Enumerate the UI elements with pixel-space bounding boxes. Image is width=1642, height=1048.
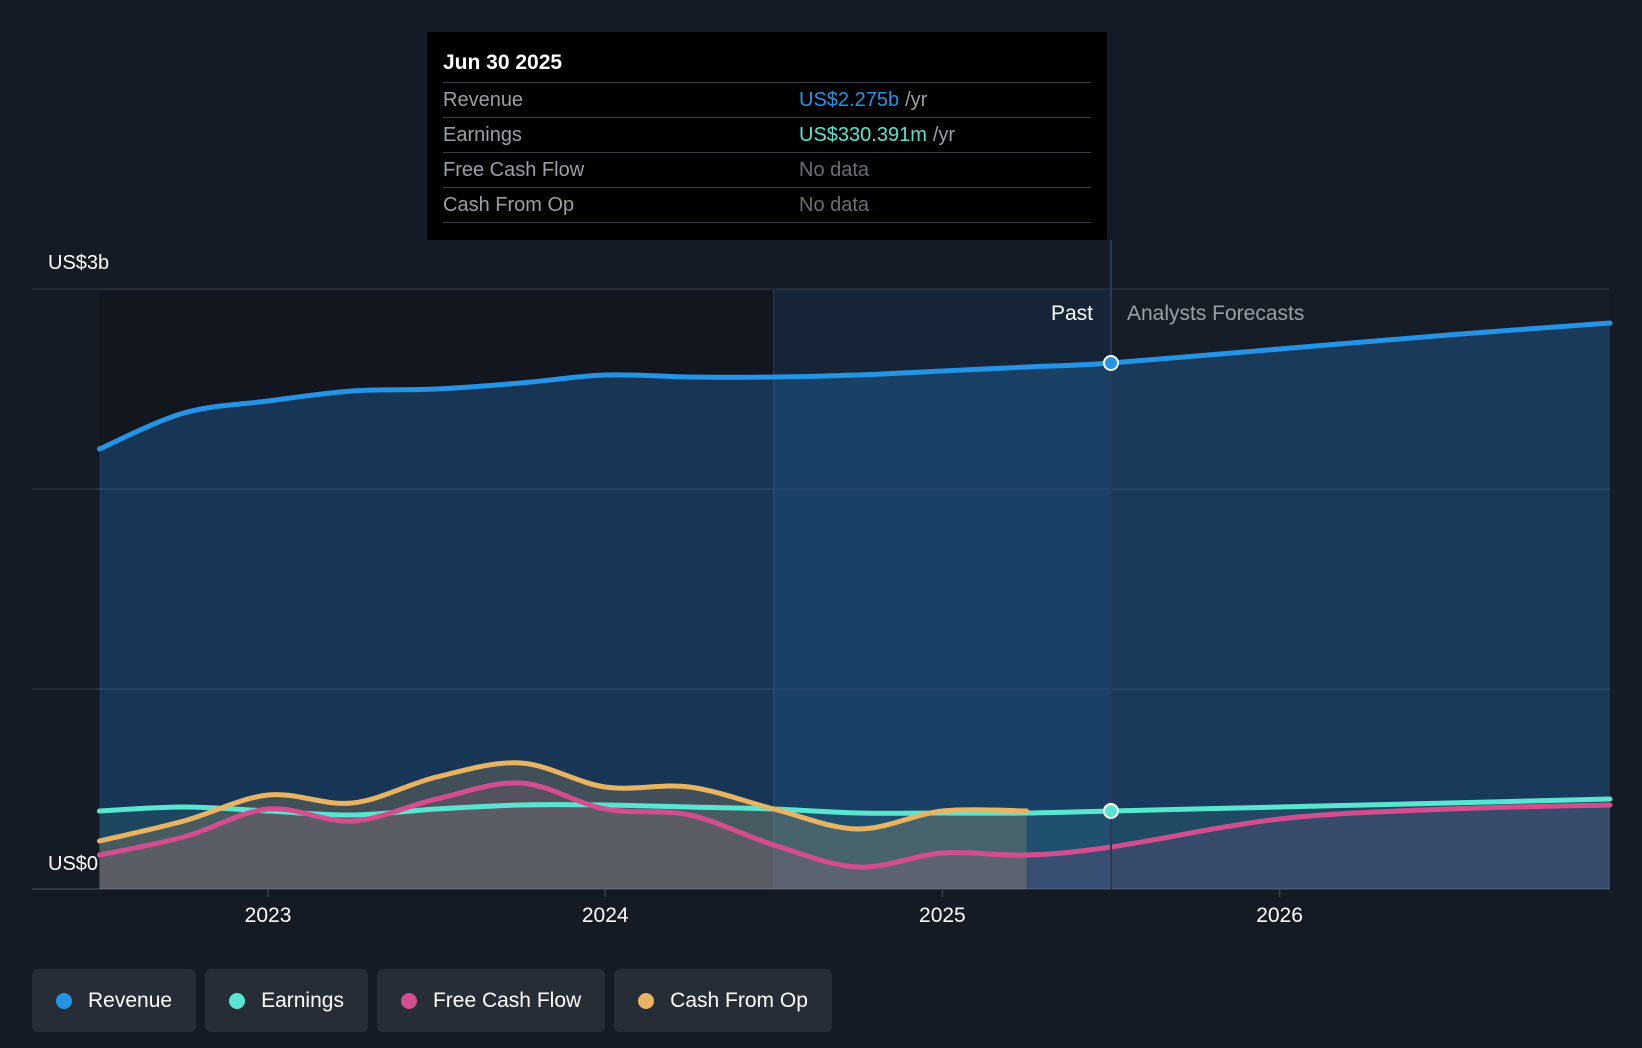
tooltip-unit: /yr bbox=[932, 124, 956, 146]
tooltip-value: US$2.275b bbox=[799, 89, 900, 111]
free-cash-flow-area bbox=[99, 782, 1610, 889]
hover-tooltip: Jun 30 2025 Revenue US$2.275b /yr Earnin… bbox=[427, 32, 1107, 240]
tooltip-value: US$330.391m bbox=[799, 124, 927, 146]
legend: Revenue Earnings Free Cash Flow Cash Fro… bbox=[32, 969, 832, 1032]
series-areas bbox=[99, 323, 1610, 889]
tooltip-value: No data bbox=[799, 194, 870, 216]
legend-label: Earnings bbox=[261, 988, 344, 1012]
free-cash-flow-dot-icon bbox=[400, 992, 417, 1009]
x-tick-label: 2026 bbox=[1256, 904, 1303, 927]
legend-item-revenue[interactable]: Revenue bbox=[32, 969, 197, 1032]
y-axis-top-label: US$3b bbox=[48, 252, 110, 274]
earnings-dot-icon bbox=[229, 992, 246, 1009]
gridlines bbox=[32, 288, 1610, 897]
forecast-region bbox=[1110, 289, 1610, 889]
tooltip-label: Free Cash Flow bbox=[443, 159, 585, 181]
legend-label: Revenue bbox=[88, 988, 173, 1012]
tooltip-row-fcf: Free Cash Flow No data bbox=[443, 152, 1091, 187]
cash-from-op-area bbox=[99, 762, 1027, 889]
legend-item-free-cash-flow[interactable]: Free Cash Flow bbox=[376, 969, 606, 1032]
legend-item-cash-from-op[interactable]: Cash From Op bbox=[614, 969, 832, 1032]
cash-from-op-line bbox=[96, 760, 1030, 844]
tooltip-value: No data bbox=[799, 159, 870, 181]
x-tick-label: 2023 bbox=[245, 904, 292, 927]
y-axis-bottom-label: US$0 bbox=[48, 853, 99, 875]
revenue-marker bbox=[1102, 355, 1119, 371]
earnings-area bbox=[99, 799, 1610, 889]
legend-label: Cash From Op bbox=[670, 988, 808, 1012]
tooltip-label: Earnings bbox=[443, 124, 522, 146]
tooltip-row-cfo: Cash From Op No data bbox=[443, 187, 1091, 223]
hover-markers bbox=[1102, 240, 1119, 889]
tooltip-unit: /yr bbox=[905, 89, 928, 111]
free-cash-flow-line bbox=[96, 780, 1613, 870]
tooltip-label: Cash From Op bbox=[443, 194, 575, 216]
past-label: Past bbox=[1051, 302, 1093, 325]
tooltip-label: Revenue bbox=[443, 89, 524, 111]
revenue-dot-icon bbox=[56, 992, 72, 1009]
tooltip-date: Jun 30 2025 bbox=[443, 51, 563, 74]
tooltip-row-revenue: Revenue US$2.275b /yr bbox=[443, 82, 1091, 117]
series-lines bbox=[96, 320, 1613, 870]
revenue-line bbox=[96, 320, 1613, 452]
x-tick-label: 2025 bbox=[919, 904, 966, 927]
highlight-band bbox=[773, 289, 1111, 889]
forecast-label: Analysts Forecasts bbox=[1127, 302, 1304, 325]
legend-item-earnings[interactable]: Earnings bbox=[205, 969, 368, 1032]
axis-labels: Past Analysts Forecasts 2023 2024 2025 2026 bbox=[245, 302, 1305, 927]
revenue-area bbox=[99, 323, 1610, 889]
x-tick-label: 2024 bbox=[582, 904, 629, 927]
tooltip-row-earnings: Earnings US$330.391m /yr bbox=[443, 117, 1091, 152]
cash-from-op-dot-icon bbox=[638, 992, 655, 1009]
earnings-marker bbox=[1102, 803, 1119, 819]
legend-label: Free Cash Flow bbox=[432, 988, 582, 1012]
